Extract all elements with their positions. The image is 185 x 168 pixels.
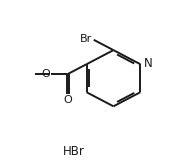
Text: O: O [42,69,51,79]
Text: HBr: HBr [63,145,85,158]
Text: O: O [64,95,72,106]
Text: N: N [144,57,153,70]
Text: Br: Br [80,34,92,44]
